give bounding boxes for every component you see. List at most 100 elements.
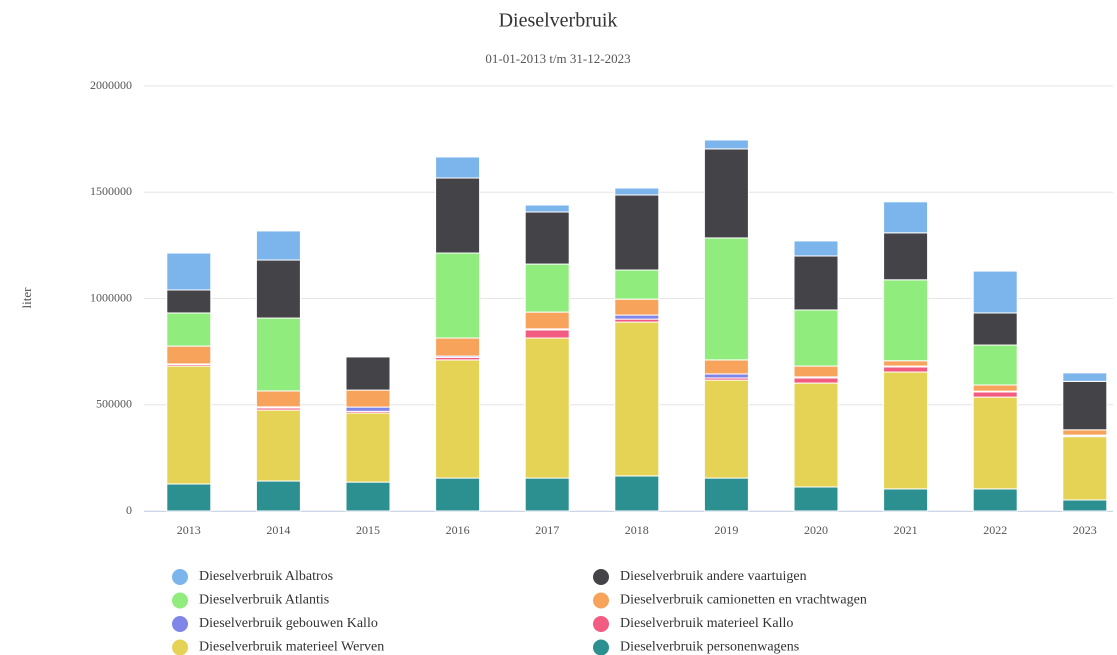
bar-segment	[703, 379, 749, 479]
bar-segment	[703, 477, 749, 512]
legend-marker	[593, 639, 609, 655]
bar-segment	[345, 406, 391, 412]
bar-segment	[883, 232, 929, 281]
legend-marker	[172, 569, 188, 585]
bar-segment	[255, 230, 301, 261]
bar-segment	[793, 382, 839, 488]
bar-segment	[972, 396, 1018, 490]
bar-segment	[883, 360, 929, 367]
bar-segment	[255, 390, 301, 408]
bar-segment	[524, 204, 570, 213]
bar-segment	[614, 298, 660, 316]
bar-segment	[883, 371, 929, 490]
bar-segment	[166, 345, 212, 365]
bar-segment	[793, 365, 839, 378]
x-tick-label: 2019	[714, 523, 738, 537]
legend-marker	[172, 592, 188, 609]
x-tick-label: 2017	[535, 523, 559, 537]
bar-segment	[435, 359, 481, 479]
legend-marker	[172, 639, 188, 655]
legend-marker	[172, 616, 188, 632]
bar-segment	[166, 365, 212, 485]
bar-segment	[614, 187, 660, 196]
y-axis-label: liter	[19, 287, 34, 309]
bar-segment	[255, 259, 301, 319]
bar-segment	[614, 314, 660, 320]
bar-segment	[793, 255, 839, 311]
x-tick-label: 2022	[983, 523, 1007, 537]
x-tick-label: 2015	[356, 523, 380, 537]
bar-segment	[345, 356, 391, 391]
bar-segment	[703, 139, 749, 150]
y-tick-label: 1500000	[90, 184, 132, 198]
bar-segment	[793, 377, 839, 384]
bar-segment	[524, 263, 570, 313]
legend-label: Dieselverbruik gebouwen Kallo	[199, 616, 378, 631]
bar-segment	[703, 373, 749, 379]
bar-segment	[524, 329, 570, 339]
bar-segment	[255, 409, 301, 482]
x-tick-label: 2021	[894, 523, 918, 537]
bar-segment	[435, 177, 481, 254]
bar-segment	[345, 481, 391, 512]
legend-marker	[593, 616, 609, 632]
chart-subtitle: 01-01-2013 t/m 31-12-2023	[485, 51, 630, 66]
legend-label: Dieselverbruik andere vaartuigen	[620, 569, 807, 584]
bar-segment	[703, 237, 749, 361]
bar-segment	[524, 477, 570, 512]
y-tick-label: 0	[126, 503, 132, 517]
bar-segment	[883, 366, 929, 373]
bar-segment	[435, 252, 481, 339]
bar-segment	[972, 384, 1018, 392]
legend-label: Dieselverbruik materieel Werven	[199, 640, 384, 655]
bar-segment	[255, 480, 301, 512]
bar-segment	[166, 483, 212, 512]
bar-segment	[166, 252, 212, 291]
bar-segment	[614, 321, 660, 477]
bar-segment	[1062, 380, 1108, 431]
bar-segment	[703, 359, 749, 375]
bar-segment	[166, 289, 212, 314]
bar-segment	[972, 270, 1018, 314]
x-tick-label: 2014	[266, 523, 290, 537]
bar-segment	[614, 194, 660, 271]
bar-segment	[435, 337, 481, 357]
bar-segment	[793, 309, 839, 367]
bar-segment	[883, 201, 929, 234]
legend-label: Dieselverbruik personenwagens	[620, 640, 799, 655]
bar-segment	[972, 391, 1018, 398]
bar-segment	[972, 488, 1018, 512]
bar-segment	[1062, 436, 1108, 501]
bar-segment	[883, 488, 929, 512]
y-tick-label: 2000000	[90, 78, 132, 92]
bar-segment	[255, 317, 301, 392]
bar-segment	[703, 148, 749, 239]
bar-segment	[614, 269, 660, 300]
chart-title: Dieselverbruik	[499, 10, 618, 32]
bar-segment	[1062, 499, 1108, 512]
bar-segment	[524, 337, 570, 479]
legend-marker	[593, 569, 609, 585]
y-tick-label: 1000000	[90, 290, 132, 304]
bar-segment	[793, 486, 839, 512]
legend-label: Dieselverbruik Albatros	[199, 569, 333, 584]
bar-segment	[435, 156, 481, 179]
legend-label: Dieselverbruik materieel Kallo	[620, 616, 793, 631]
bar-segment	[883, 279, 929, 362]
x-tick-label: 2020	[804, 523, 828, 537]
bar-segment	[345, 412, 391, 483]
bar-segment	[1062, 429, 1108, 436]
bar-segment	[524, 311, 570, 330]
bar-segment	[972, 344, 1018, 386]
bar-segment	[1062, 372, 1108, 382]
y-tick-label: 500000	[96, 397, 132, 411]
bar-segment	[793, 240, 839, 257]
legend-label: Dieselverbruik Atlantis	[199, 593, 329, 608]
x-tick-label: 2023	[1073, 523, 1097, 537]
legend-label: Dieselverbruik camionetten en vrachtwage…	[620, 593, 867, 608]
x-tick-label: 2013	[177, 523, 201, 537]
bar-segment	[435, 477, 481, 512]
x-tick-label: 2016	[446, 523, 470, 537]
